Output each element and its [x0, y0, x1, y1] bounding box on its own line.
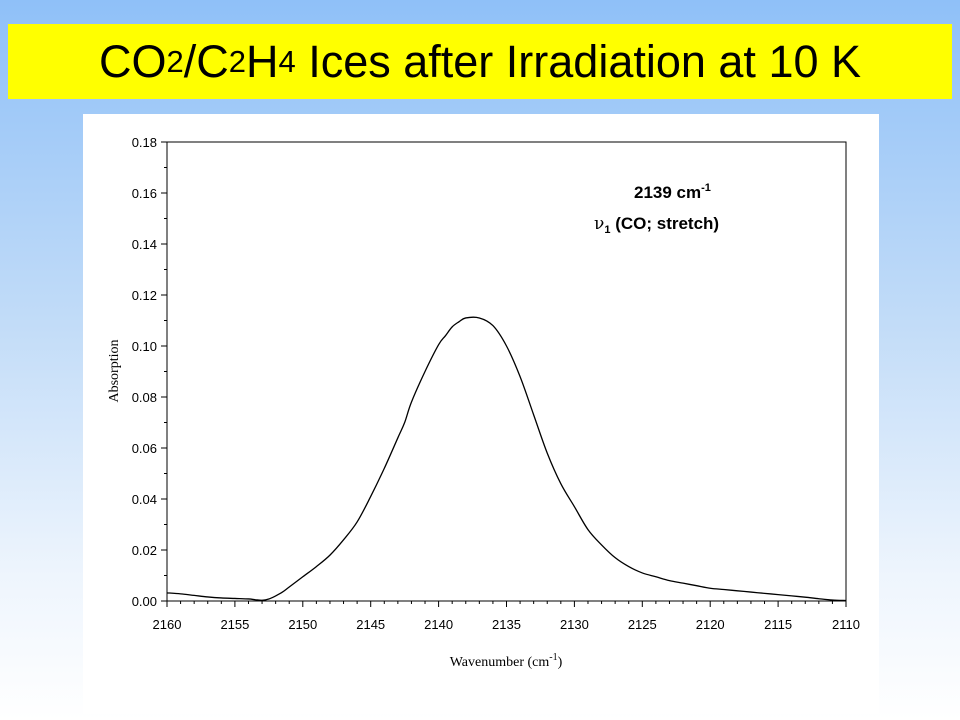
plot-frame — [166, 141, 847, 602]
y-tick-label: 0.04 — [132, 492, 157, 507]
x-tick-label: 2125 — [628, 617, 657, 632]
annotation-mode-text: (CO; stretch) — [610, 214, 719, 233]
annotation-nu-symbol: ν — [594, 214, 604, 234]
y-tick-label: 0.00 — [132, 594, 157, 609]
x-tick-label: 2115 — [764, 617, 792, 632]
annotation-line1-sup: -1 — [701, 182, 711, 194]
slide-title: CO 2/C 2 H 4 Ices after Irradiation at 10 K — [8, 24, 952, 99]
annotation-peak-position: 2139 cm-1 — [634, 182, 711, 202]
x-tick-label: 2145 — [356, 617, 385, 632]
x-tick-label: 2150 — [288, 617, 317, 632]
ticks-layer: 2160 2155 2150 2145 2140 2135 2130 2125 2120 2115… — [132, 135, 860, 632]
x-axis-title-main: Wavenumber (cm — [450, 655, 550, 670]
y-axis-title: Absorption — [107, 340, 122, 403]
y-tick-label: 0.10 — [132, 339, 157, 354]
x-tick-label: 2160 — [153, 617, 182, 632]
y-tick-label: 0.12 — [132, 288, 157, 303]
annotation-line1-text: 2139 cm — [634, 183, 701, 202]
x-tick-label: 2135 — [492, 617, 521, 632]
y-tick-label: 0.06 — [132, 441, 157, 456]
x-tick-label: 2155 — [220, 617, 249, 632]
plot-panel — [83, 114, 879, 714]
series-line-co-absorption — [166, 316, 847, 602]
title-text-co: CO — [98, 35, 167, 87]
x-axis-title-sup: -1 — [549, 652, 557, 663]
y-tick-label: 0.08 — [132, 390, 157, 405]
y-tick-label: 0.16 — [132, 186, 157, 201]
x-tick-label: 2120 — [696, 617, 725, 632]
title-text-h: H — [245, 35, 279, 87]
x-tick-label: 2130 — [560, 617, 589, 632]
title-text-rest: Ices after Irradiation at 10 K — [295, 35, 862, 87]
annotation-nu-sub: 1 — [604, 224, 610, 236]
y-tick-label: 0.18 — [132, 135, 157, 150]
x-axis-title: Wavenumber (cm-1) — [450, 652, 563, 670]
y-tick-label: 0.02 — [132, 543, 157, 558]
x-axis-title-close: ) — [558, 655, 563, 670]
title-text-c: /C — [183, 35, 229, 87]
x-tick-label: 2110 — [832, 617, 860, 632]
y-tick-label: 0.14 — [132, 237, 157, 252]
annotation-mode: ν1 (CO; stretch) — [594, 214, 719, 236]
x-tick-label: 2140 — [424, 617, 453, 632]
